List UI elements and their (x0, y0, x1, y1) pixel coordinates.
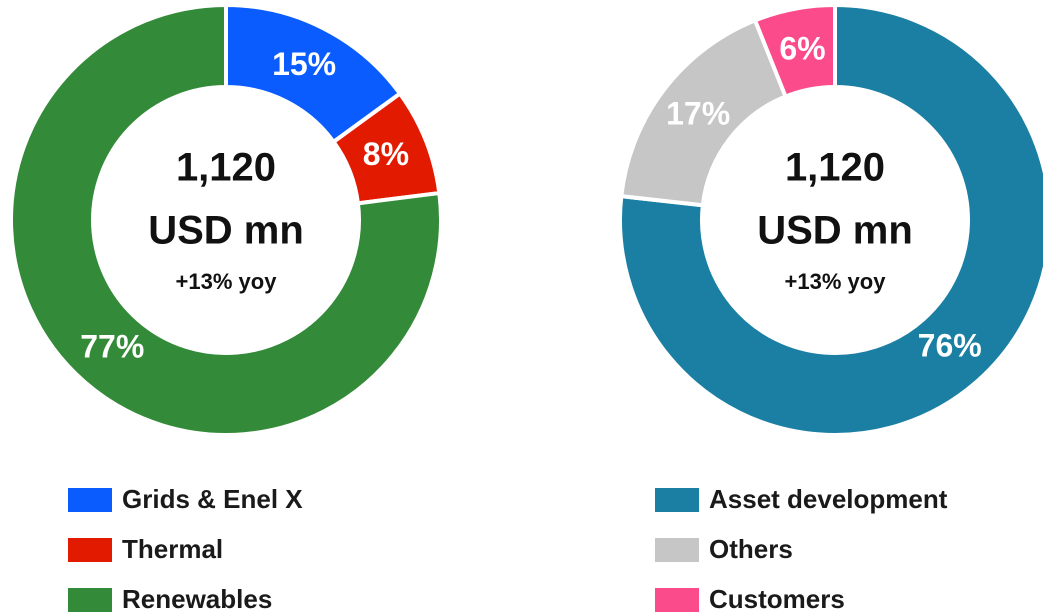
legend-swatch (68, 538, 112, 562)
legend-label: Grids & Enel X (122, 484, 303, 514)
slice-label: 6% (779, 31, 825, 67)
legend-label: Others (709, 534, 793, 564)
center-text: USD mn (757, 209, 913, 253)
slice-label: 77% (80, 328, 144, 364)
legend-swatch (68, 488, 112, 512)
legend-label: Thermal (122, 534, 223, 564)
slice-label: 8% (363, 136, 409, 172)
slice-label: 17% (666, 95, 730, 131)
center-text: USD mn (148, 209, 304, 253)
legend-swatch (655, 588, 699, 612)
legend-label: Renewables (122, 584, 272, 614)
center-text: +13% yoy (785, 269, 887, 294)
slice-label: 15% (272, 46, 336, 82)
center-text: 1,120 (785, 146, 885, 190)
slice-label: 76% (918, 328, 982, 364)
legend-label: Asset development (709, 484, 948, 514)
donut-slice (618, 2, 1043, 437)
donut-slice (9, 2, 443, 437)
legend-swatch (655, 488, 699, 512)
donut-slice (752, 2, 837, 100)
center-text: +13% yoy (176, 269, 278, 294)
legend-label: Customers (709, 584, 845, 614)
legend-swatch (655, 538, 699, 562)
legend-swatch (68, 588, 112, 612)
center-text: 1,120 (176, 146, 276, 190)
